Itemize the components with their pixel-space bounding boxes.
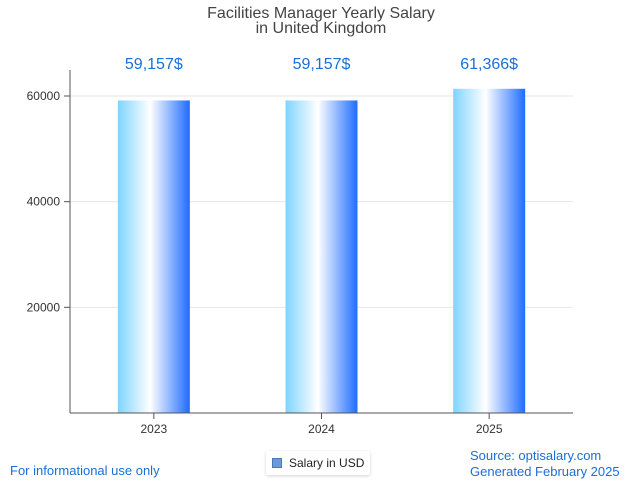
chart-title-line1: Facilities Manager Yearly Salary	[207, 5, 435, 22]
bar-2024	[285, 100, 358, 413]
data-label-2023: 59,157$	[125, 56, 183, 73]
legend-label: Salary in USD	[289, 456, 365, 470]
legend-swatch	[272, 458, 282, 468]
data-labels: 59,157$ 59,157$ 61,366$	[125, 56, 518, 73]
bar-2025	[453, 88, 526, 414]
axes: 20000 40000 60000 2023 2024 2025	[27, 70, 573, 436]
x-tick-label-2023: 2023	[140, 422, 167, 436]
y-tick-label-40000: 40000	[27, 195, 61, 209]
bars	[117, 88, 526, 414]
generated-date: Generated February 2025	[470, 464, 620, 479]
disclaimer-text: For informational use only	[10, 463, 160, 478]
chart-title-line2: in United Kingdom	[256, 20, 387, 37]
y-tick-label-20000: 20000	[27, 300, 61, 314]
y-tick-label-60000: 60000	[27, 89, 61, 103]
data-label-2024: 59,157$	[293, 56, 351, 73]
data-label-2025: 61,366$	[460, 56, 518, 73]
x-tick-label-2025: 2025	[476, 422, 503, 436]
source-link[interactable]: Source: optisalary.com	[470, 448, 602, 463]
bar-2023	[117, 100, 190, 413]
chart-legend[interactable]: Salary in USD	[266, 451, 371, 475]
x-tick-label-2024: 2024	[308, 422, 335, 436]
